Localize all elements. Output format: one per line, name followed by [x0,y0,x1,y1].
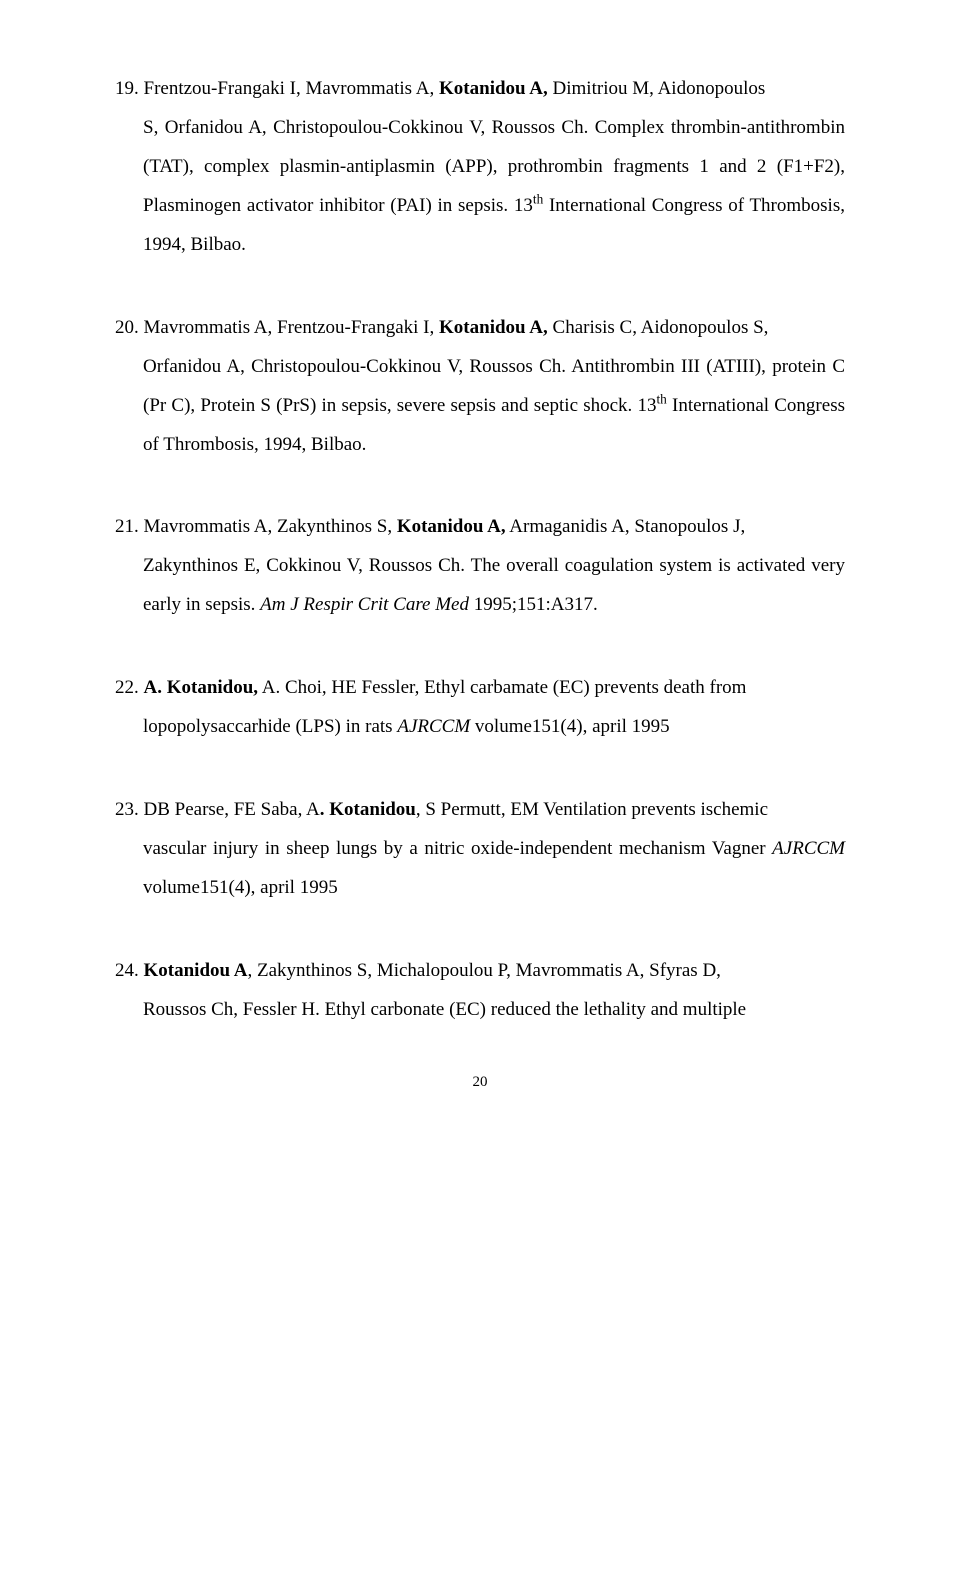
reference-21: 21. Mavrommatis A, Zakynthinos S, Kotani… [115,508,845,625]
ref-author-bold: Kotanidou A, [439,78,548,99]
ref-author-bold: . Kotanidou [320,799,416,820]
ref-text: Frentzou-Frangaki I, Mavrommatis A, [144,78,440,99]
ref-body: Orfanidou A, Christopoulou-Cokkinou V, R… [115,348,845,465]
ref-number: 19. [115,78,139,99]
ref-author-bold: A. Kotanidou, [144,677,259,698]
ref-text: A. Choi, HE Fessler, Ethyl carbamate (EC… [258,677,746,698]
ref-text: volume151(4), april 1995 [470,716,669,737]
ref-body: vascular injury in sheep lungs by a nitr… [115,830,845,908]
reference-24: 24. Kotanidou A, Zakynthinos S, Michalop… [115,952,845,1030]
ref-text: lopopolysaccarhide (LPS) in rats [143,716,397,737]
ref-body: Roussos Ch, Fessler H. Ethyl carbonate (… [115,991,845,1030]
ref-text: Dimitriou M, Aidonopoulos [548,78,765,99]
ref-number: 24. [115,960,139,981]
ref-body: Zakynthinos E, Cokkinou V, Roussos Ch. T… [115,547,845,625]
ref-text: , S Permutt, EM Ventilation prevents isc… [416,799,768,820]
ref-text: Armaganidis A, Stanopoulos J, [506,516,746,537]
ref-body: lopopolysaccarhide (LPS) in rats AJRCCM … [115,708,845,747]
ref-sup: th [656,391,666,406]
ref-journal: AJRCCM [397,716,470,737]
ref-author-bold: Kotanidou A [144,960,248,981]
reference-22: 22. A. Kotanidou, A. Choi, HE Fessler, E… [115,669,845,747]
ref-number: 23. [115,799,139,820]
reference-19: 19. Frentzou-Frangaki I, Mavrommatis A, … [115,70,845,265]
ref-text: vascular injury in sheep lungs by a nitr… [143,838,772,859]
ref-text: Mavrommatis A, Zakynthinos S, [144,516,397,537]
ref-body: S, Orfanidou A, Christopoulou-Cokkinou V… [115,109,845,265]
ref-author-bold: Kotanidou A, [439,317,548,338]
ref-text: Roussos Ch, Fessler H. Ethyl carbonate (… [143,999,746,1020]
reference-20: 20. Mavrommatis A, Frentzou-Frangaki I, … [115,309,845,465]
ref-journal: AJRCCM [772,838,845,859]
ref-text: 1995;151:A317. [469,594,598,615]
ref-author-bold: Kotanidou A, [397,516,506,537]
ref-text: , Zakynthinos S, Michalopoulou P, Mavrom… [248,960,721,981]
ref-sup: th [533,191,543,206]
ref-number: 20. [115,317,139,338]
ref-number: 21. [115,516,139,537]
ref-text: DB Pearse, FE Saba, A [144,799,320,820]
ref-number: 22. [115,677,139,698]
page-number: 20 [115,1074,845,1091]
ref-text: volume151(4), april 1995 [143,877,338,898]
reference-23: 23. DB Pearse, FE Saba, A. Kotanidou, S … [115,791,845,908]
ref-journal: Am J Respir Crit Care Med [260,594,469,615]
ref-text: Charisis C, Aidonopoulos S, [548,317,769,338]
ref-text: Mavrommatis A, Frentzou-Frangaki I, [144,317,440,338]
